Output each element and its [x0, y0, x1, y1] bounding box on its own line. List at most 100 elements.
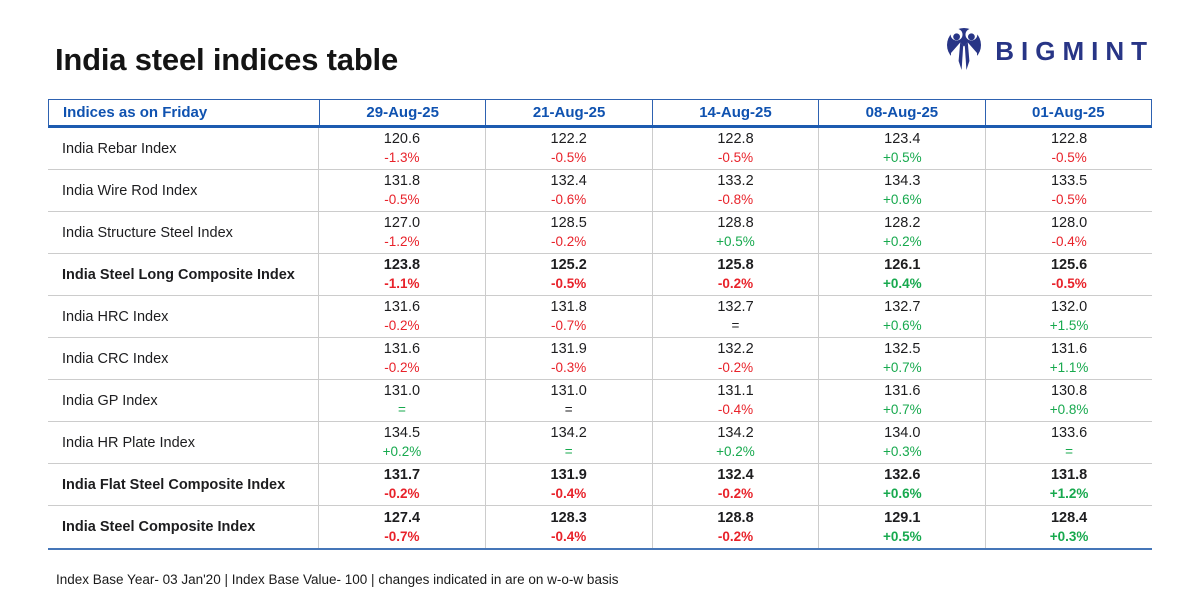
header-date-col-1: 29-Aug-25	[319, 100, 485, 125]
index-cell: 133.5 -0.5%	[985, 170, 1152, 211]
header-indices-as-on-friday: Indices as on Friday	[63, 104, 208, 121]
index-value: 132.0	[1050, 299, 1088, 316]
index-change: +0.6%	[882, 318, 922, 334]
index-change: -0.3%	[551, 360, 587, 376]
row-label: India Steel Composite Index	[62, 519, 256, 535]
index-value: 132.2	[717, 341, 754, 358]
index-value: 132.5	[884, 341, 921, 358]
index-change: =	[564, 444, 573, 460]
index-change: +0.2%	[716, 444, 755, 460]
index-value: 132.4	[550, 173, 587, 190]
index-cell: 122.2 -0.5%	[484, 128, 652, 169]
index-cell: 128.5 -0.2%	[484, 212, 652, 253]
index-change: =	[564, 402, 573, 418]
bigmint-logo: BIGMINT	[942, 26, 1154, 77]
index-value: 128.8	[717, 215, 754, 232]
table-row: India GP Index 131.0 = 131.0 = 131.1 -0.4% 131.…	[48, 380, 1152, 422]
index-cell: 127.4 -0.7%	[318, 506, 485, 548]
index-value: 131.6	[884, 383, 921, 400]
table-row: India CRC Index 131.6 -0.2% 131.9 -0.3% 132.2…	[48, 338, 1152, 380]
index-cell: 134.2 =	[484, 422, 652, 463]
index-value: 128.5	[550, 215, 587, 232]
index-change: +0.4%	[882, 276, 922, 292]
index-change: +1.5%	[1049, 318, 1089, 334]
index-cell: 131.9 -0.3%	[484, 338, 652, 379]
index-value: 128.2	[884, 215, 921, 232]
index-value: 133.5	[1050, 173, 1088, 190]
index-change: -0.2%	[717, 486, 754, 502]
index-value: 131.6	[1050, 341, 1088, 358]
index-value: 128.8	[717, 509, 754, 526]
index-cell: 122.8 -0.5%	[985, 128, 1152, 169]
index-value: 128.4	[1050, 509, 1088, 526]
index-value: 128.0	[1050, 215, 1088, 232]
index-change: -0.2%	[551, 234, 587, 250]
index-change: -0.6%	[551, 192, 587, 208]
table-row: India Flat Steel Composite Index 131.7 -0.…	[48, 464, 1152, 506]
index-cell: 128.8 -0.2%	[651, 506, 819, 548]
index-value: 134.2	[550, 425, 587, 442]
index-value: 120.6	[383, 131, 421, 148]
table-row: India Structure Steel Index 127.0 -1.2% 128…	[48, 212, 1152, 254]
index-value: 129.1	[884, 509, 921, 526]
table-footnote: Index Base Year- 03 Jan'20 | Index Base …	[56, 572, 619, 587]
index-cell: 134.2 +0.2%	[651, 422, 819, 463]
index-cell: 132.4 -0.2%	[651, 464, 819, 505]
index-value: 127.0	[383, 215, 421, 232]
index-change: +0.2%	[882, 234, 922, 250]
table-row: India Rebar Index 120.6 -1.3% 122.2 -0.5% 122…	[48, 128, 1152, 170]
index-cell: 127.0 -1.2%	[318, 212, 485, 253]
index-cell: 131.6 +0.7%	[818, 380, 985, 421]
index-cell: 123.4 +0.5%	[818, 128, 985, 169]
index-cell: 131.6 -0.2%	[318, 296, 485, 337]
index-cell: 122.8 -0.5%	[651, 128, 819, 169]
header-date-col-2: 21-Aug-25	[485, 100, 651, 125]
index-change: -0.5%	[1051, 192, 1087, 208]
index-cell: 128.0 -0.4%	[985, 212, 1152, 253]
index-cell: 134.5 +0.2%	[318, 422, 485, 463]
row-label: India CRC Index	[62, 350, 169, 367]
index-change: -0.5%	[1051, 150, 1087, 166]
index-value: 125.2	[550, 257, 587, 274]
index-value: 131.0	[550, 383, 587, 400]
index-cell: 132.0 +1.5%	[985, 296, 1152, 337]
index-change: +0.7%	[882, 402, 922, 418]
index-cell: 125.6 -0.5%	[985, 254, 1152, 295]
index-value: 122.8	[1050, 131, 1088, 148]
header-date-col-4: 08-Aug-25	[818, 100, 984, 125]
index-cell: 131.6 -0.2%	[318, 338, 485, 379]
header-date-col-5: 01-Aug-25	[984, 100, 1151, 125]
index-change: -0.5%	[717, 150, 754, 166]
index-value: 122.8	[717, 131, 754, 148]
table-row: India Wire Rod Index 131.8 -0.5% 132.4 -0.6%…	[48, 170, 1152, 212]
index-change: +0.2%	[382, 444, 422, 460]
index-cell: 128.2 +0.2%	[818, 212, 985, 253]
row-label: India Flat Steel Composite Index	[62, 476, 286, 493]
index-cell: 128.8 +0.5%	[651, 212, 819, 253]
index-cell: 131.8 -0.5%	[318, 170, 485, 211]
index-value: 133.2	[717, 173, 754, 190]
bigmint-logo-icon	[942, 26, 986, 77]
index-cell: 128.3 -0.4%	[484, 506, 652, 548]
index-change: +1.2%	[1049, 486, 1089, 502]
index-value: 125.8	[717, 257, 754, 274]
index-cell: 131.1 -0.4%	[651, 380, 819, 421]
index-change: +0.3%	[882, 444, 922, 460]
index-change: -0.5%	[1051, 276, 1087, 292]
index-value: 131.8	[383, 173, 421, 190]
index-change: -0.4%	[717, 402, 754, 418]
index-cell: 132.4 -0.6%	[484, 170, 652, 211]
index-change: -0.5%	[384, 192, 420, 208]
index-value: 134.3	[884, 173, 921, 190]
index-cell: 132.2 -0.2%	[651, 338, 819, 379]
index-value: 131.1	[717, 383, 754, 400]
index-change: -0.2%	[384, 360, 420, 376]
row-label: India Steel Long Composite Index	[62, 266, 295, 283]
index-change: -1.3%	[384, 150, 420, 166]
index-cell: 126.1 +0.4%	[818, 254, 985, 295]
index-cell: 120.6 -1.3%	[318, 128, 485, 169]
index-change: -0.4%	[551, 486, 587, 502]
index-value: 134.0	[884, 425, 921, 442]
index-value: 126.1	[884, 257, 921, 274]
index-change: -0.2%	[717, 360, 754, 376]
